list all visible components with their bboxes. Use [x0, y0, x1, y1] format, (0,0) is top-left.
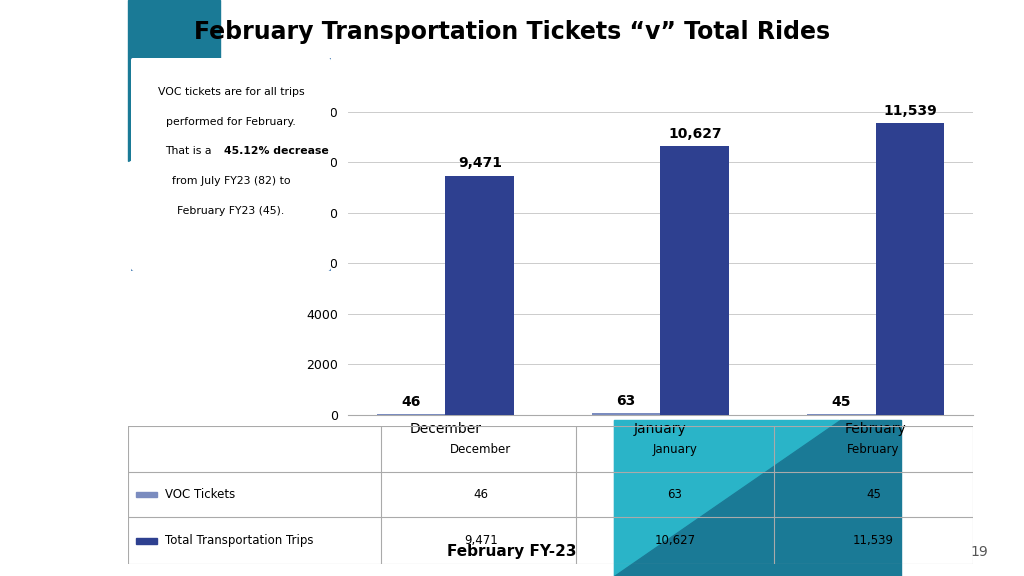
Text: 45: 45 [831, 395, 851, 408]
Text: VOC Tickets: VOC Tickets [165, 488, 236, 501]
Text: 45: 45 [866, 488, 881, 501]
Text: 10,627: 10,627 [654, 535, 695, 547]
Text: December: December [451, 442, 511, 456]
Text: Total Transportation Trips: Total Transportation Trips [165, 535, 313, 547]
Bar [136, 492, 157, 498]
Polygon shape [614, 420, 901, 576]
Text: February: February [847, 442, 900, 456]
Bar [807, 414, 876, 415]
Bar [377, 414, 445, 415]
Text: February Transportation Tickets “v” Total Rides: February Transportation Tickets “v” Tota… [194, 20, 830, 44]
Text: 19: 19 [971, 545, 988, 559]
Text: 9,471: 9,471 [464, 535, 498, 547]
Text: performed for February.: performed for February. [166, 116, 296, 127]
Text: 46: 46 [401, 395, 421, 408]
Text: February FY23 (45).: February FY23 (45). [177, 206, 285, 216]
Text: 9,471: 9,471 [458, 157, 502, 170]
Bar [136, 538, 157, 544]
Text: 46: 46 [473, 488, 488, 501]
Text: from July FY23 (82) to: from July FY23 (82) to [172, 176, 290, 186]
Bar [660, 146, 729, 415]
Polygon shape [128, 0, 220, 161]
Polygon shape [614, 420, 840, 576]
Text: VOC tickets are for all trips: VOC tickets are for all trips [158, 87, 304, 97]
Text: February FY-23: February FY-23 [447, 544, 577, 559]
Text: 45.12% decrease: 45.12% decrease [224, 146, 329, 156]
Bar [876, 123, 944, 415]
Text: 11,539: 11,539 [883, 104, 937, 118]
FancyBboxPatch shape [129, 55, 333, 273]
Text: January: January [652, 442, 697, 456]
Text: That is a: That is a [165, 146, 215, 156]
Text: 63: 63 [668, 488, 682, 501]
Text: 10,627: 10,627 [668, 127, 722, 141]
Bar [592, 413, 660, 415]
Text: 11,539: 11,539 [853, 535, 894, 547]
Bar [445, 176, 514, 415]
Text: 63: 63 [616, 394, 636, 408]
